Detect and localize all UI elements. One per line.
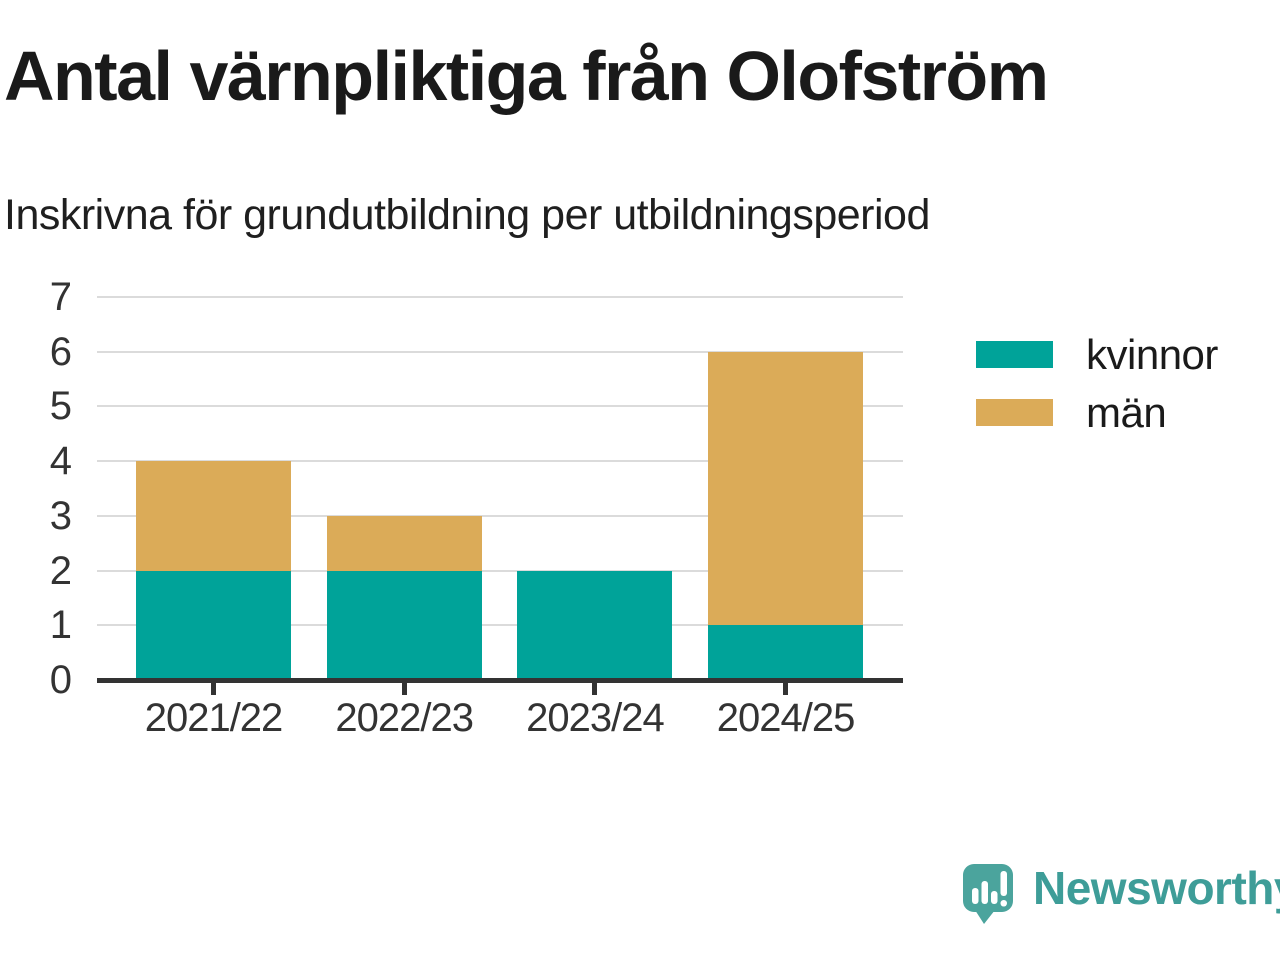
- bar-2023-24-kvinnor: [517, 570, 673, 680]
- legend-item-kvinnor: kvinnor: [976, 331, 1218, 378]
- plot-area: 2021/22 2022/23 2023/24 2024/25: [97, 296, 903, 740]
- gridline-y-5: [97, 405, 903, 408]
- y-axis: 0 1 2 3 4 5 6 7: [0, 277, 78, 700]
- brand-footer: Newsworthy: [963, 862, 1280, 928]
- newsworthy-logo-icon: [963, 864, 1013, 924]
- x-tick-2024-25: [783, 683, 789, 695]
- bar-2021-22-män: [136, 461, 291, 571]
- y-tick-label-4: 4: [49, 439, 72, 484]
- y-tick-label-2: 2: [49, 548, 72, 593]
- bar-2022-23-män: [326, 515, 482, 571]
- y-tick-label-0: 0: [49, 658, 72, 702]
- gridline-y-6: [97, 350, 903, 353]
- x-tick-2022-23: [401, 683, 407, 695]
- legend-item-män: män: [976, 389, 1218, 436]
- chart-figure: 0 1 2 3 4 5 6 7 2021/22 2022/23 2023/24 2024/25: [0, 277, 903, 740]
- x-tick-2021-22: [211, 683, 216, 695]
- chart-title: Antal värnpliktiga från Olofström: [4, 37, 1049, 115]
- legend-label-män: män: [1086, 389, 1167, 436]
- y-tick-label-3: 3: [49, 493, 72, 538]
- gridline-y-7: [97, 296, 903, 298]
- x-tick-label-2021-22: 2021/22: [144, 696, 284, 740]
- gridline-y-3: [97, 514, 903, 517]
- bar-2024-25-kvinnor: [708, 625, 864, 680]
- bar-2022-23-kvinnor: [326, 570, 482, 680]
- gridline-y-4: [97, 460, 903, 463]
- legend-label-kvinnor: kvinnor: [1086, 331, 1218, 378]
- y-tick-label-1: 1: [49, 603, 72, 648]
- x-tick-label-2024-25: 2024/25: [716, 696, 856, 740]
- x-axis-line: [97, 678, 903, 683]
- gridline-y-2: [97, 569, 903, 572]
- y-tick-label-6: 6: [49, 329, 72, 374]
- bar-2024-25-män: [708, 351, 864, 626]
- brand-wordmark: Newsworthy: [1033, 862, 1280, 914]
- x-tick-2023-24: [592, 683, 598, 695]
- legend-swatch-män: [976, 399, 1053, 426]
- chart-legend: kvinnor män: [976, 331, 1218, 436]
- gridline-y-1: [97, 624, 903, 627]
- y-tick-label-5: 5: [49, 384, 72, 429]
- bar-2021-22-kvinnor: [136, 570, 291, 680]
- x-tick-label-2023-24: 2023/24: [526, 696, 665, 740]
- y-tick-label-7: 7: [49, 275, 72, 319]
- legend-swatch-kvinnor: [976, 341, 1053, 368]
- x-tick-label-2022-23: 2022/23: [335, 696, 474, 740]
- chart-subtitle: Inskrivna för grundutbildning per utbild…: [4, 191, 930, 239]
